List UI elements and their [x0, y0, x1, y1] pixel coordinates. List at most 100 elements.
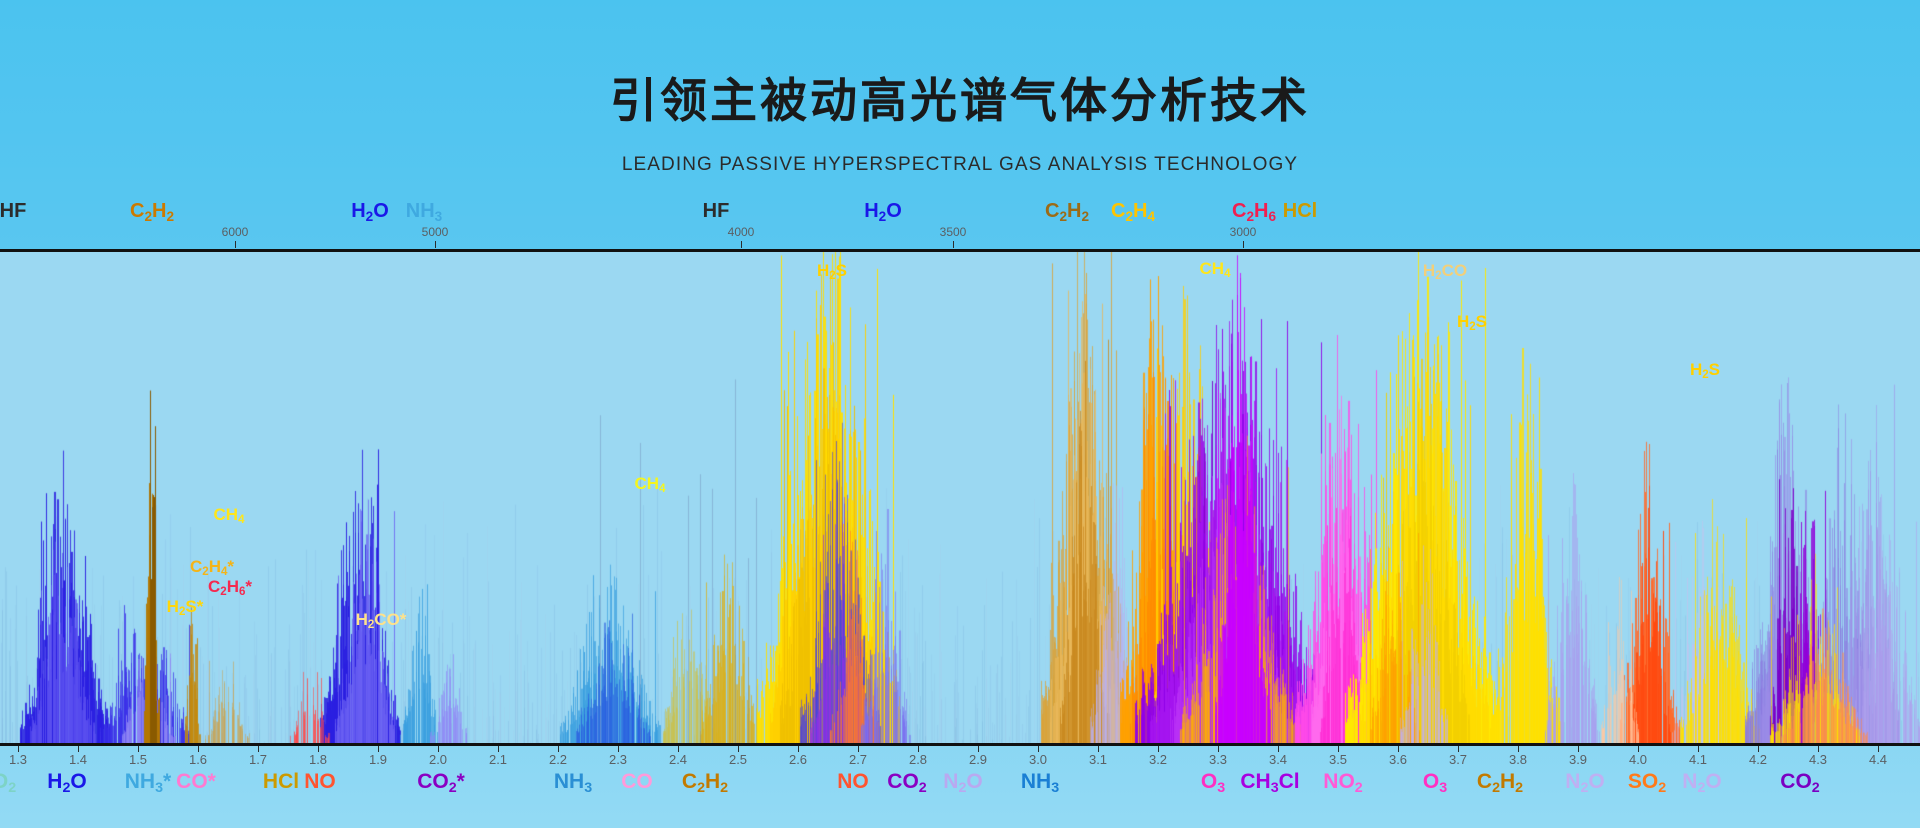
wavelength-tick-mark [1458, 746, 1459, 752]
wavelength-tick-mark [1818, 746, 1819, 752]
bottom-species-label-co: CO [621, 770, 653, 793]
wavelength-tick-mark [558, 746, 559, 752]
wavelength-tick-mark [738, 746, 739, 752]
wavenumber-tick-label: 4000 [727, 225, 755, 239]
wavenumber-tick-mark [1243, 241, 1244, 248]
wavelength-tick-mark [258, 746, 259, 752]
top-species-label-c2h2: C2H2 [1044, 200, 1090, 224]
wavenumber-axis: 6000 5000 4000 3500 3000 [0, 225, 1920, 250]
wavelength-tick-label: 1.4 [68, 752, 88, 767]
top-species-label-h2o: H2O [864, 200, 902, 224]
wavelength-tick-mark [1758, 746, 1759, 752]
wavelength-tick-mark [1698, 746, 1699, 752]
wavelength-tick-mark [978, 746, 979, 752]
plot-bottom-axis-line [0, 743, 1920, 746]
wavenumber-tick-label: 3500 [939, 225, 967, 239]
wavelength-tick-label: 4.0 [1628, 752, 1648, 767]
bottom-species-label-c2h2: C2H2 [1476, 770, 1524, 796]
page-header: 引领主被动高光谱气体分析技术 LEADING PASSIVE HYPERSPEC… [0, 0, 1920, 200]
bottom-species-label-row: O2 H2O NH3* CO* HCl NO CO2* NH3 CO C2H2 NO CO2 N2O NH… [0, 770, 1920, 804]
bottom-species-label-co2: CO2 [887, 770, 927, 796]
wavelength-tick-label: 1.6 [188, 752, 208, 767]
bottom-species-label-c2h2: C2H2 [681, 770, 729, 796]
bottom-species-label-n2o: N2O [1565, 770, 1605, 796]
wavelength-tick-label: 2.5 [728, 752, 748, 767]
bottom-species-label-nh3: NH3 [553, 770, 593, 796]
wavelength-tick-mark [1278, 746, 1279, 752]
wavelength-tick-label: 2.9 [968, 752, 988, 767]
wavelength-tick-mark [498, 746, 499, 752]
wavelength-tick-label: 4.2 [1748, 752, 1768, 767]
wavelength-tick-mark [138, 746, 139, 752]
wavelength-tick-label: 1.7 [248, 752, 268, 767]
top-species-label-h2o: H2O [351, 200, 389, 224]
wavelength-tick-label: 3.0 [1028, 752, 1048, 767]
top-species-label-c2h6: C2H6 [1231, 200, 1277, 224]
wavelength-tick-mark [1218, 746, 1219, 752]
wavelength-tick-label: 3.6 [1388, 752, 1408, 767]
spectrum-plot [0, 252, 1920, 743]
bottom-species-label-o2: O2 [0, 770, 17, 796]
wavelength-tick-mark [858, 746, 859, 752]
spectrum-canvas [0, 252, 1920, 743]
page-subtitle: LEADING PASSIVE HYPERSPECTRAL GAS ANALYS… [621, 154, 1299, 175]
wavelength-tick-label: 3.8 [1508, 752, 1528, 767]
bottom-species-label-so2: SO2 [1627, 770, 1667, 796]
bottom-species-label-n2o: N2O [943, 770, 983, 796]
page-title: 引领主被动高光谱气体分析技术 [610, 74, 1310, 129]
wavelength-tick-mark [1518, 746, 1519, 752]
bottom-species-label-o3: O3 [1200, 770, 1226, 796]
wavenumber-tick-mark [235, 241, 236, 248]
wavelength-tick-label: 3.7 [1448, 752, 1468, 767]
bottom-species-label-n2o: N2O [1682, 770, 1722, 796]
bottom-species-label-no: NO [304, 770, 336, 793]
wavelength-tick-label: 4.3 [1808, 752, 1828, 767]
wavelength-tick-mark [1398, 746, 1399, 752]
top-species-label-row: HF C2H2 H2O NH3 HF H2O C2H2 C2H4 C2H6 HCl [0, 200, 1920, 230]
wavelength-tick-mark [1578, 746, 1579, 752]
wavelength-tick-mark [678, 746, 679, 752]
wavelength-tick-mark [1638, 746, 1639, 752]
bottom-species-label-co2: CO2 [1780, 770, 1820, 796]
wavelength-tick-label: 3.5 [1328, 752, 1348, 767]
bottom-species-label-nh3: NH3 [1020, 770, 1060, 796]
bottom-species-label-hcl: HCl [262, 770, 300, 793]
bottom-species-label-co2: CO2* [417, 770, 465, 796]
wavenumber-tick-label: 5000 [421, 225, 449, 239]
wavelength-tick-mark [1098, 746, 1099, 752]
wavelength-tick-mark [1158, 746, 1159, 752]
wavelength-tick-mark [1338, 746, 1339, 752]
wavelength-tick-label: 2.1 [488, 752, 508, 767]
wavelength-tick-mark [198, 746, 199, 752]
wavelength-tick-label: 1.9 [368, 752, 388, 767]
wavelength-tick-label: 2.2 [548, 752, 568, 767]
wavelength-tick-label: 2.6 [788, 752, 808, 767]
wavenumber-tick-mark [741, 241, 742, 248]
wavelength-tick-mark [798, 746, 799, 752]
wavenumber-tick-label: 3000 [1229, 225, 1257, 239]
wavelength-tick-mark [18, 746, 19, 752]
bottom-species-label-co: CO* [176, 770, 216, 793]
wavelength-tick-mark [1038, 746, 1039, 752]
bottom-species-label-nh3: NH3* [124, 770, 172, 796]
wavelength-tick-mark [78, 746, 79, 752]
wavelength-tick-label: 2.4 [668, 752, 688, 767]
plot-top-axis-line [0, 249, 1920, 252]
top-species-label-c2h2: C2H2 [129, 200, 175, 224]
wavelength-tick-label: 3.2 [1148, 752, 1168, 767]
bottom-species-label-o3: O3 [1422, 770, 1448, 796]
bottom-species-label-no: NO [837, 770, 869, 793]
wavenumber-tick-label: 6000 [221, 225, 249, 239]
wavelength-tick-mark [918, 746, 919, 752]
wavelength-tick-label: 1.3 [8, 752, 28, 767]
wavelength-tick-mark [378, 746, 379, 752]
wavelength-tick-label: 2.8 [908, 752, 928, 767]
bottom-species-label-h2o: H2O [47, 770, 87, 796]
wavelength-tick-label: 3.3 [1208, 752, 1228, 767]
wavelength-tick-label: 4.4 [1868, 752, 1888, 767]
top-species-label-hf: HF [702, 200, 730, 222]
wavelength-tick-label: 1.8 [308, 752, 328, 767]
wavelength-tick-label: 3.9 [1568, 752, 1588, 767]
wavelength-tick-label: 3.4 [1268, 752, 1288, 767]
wavelength-tick-label: 2.0 [428, 752, 448, 767]
